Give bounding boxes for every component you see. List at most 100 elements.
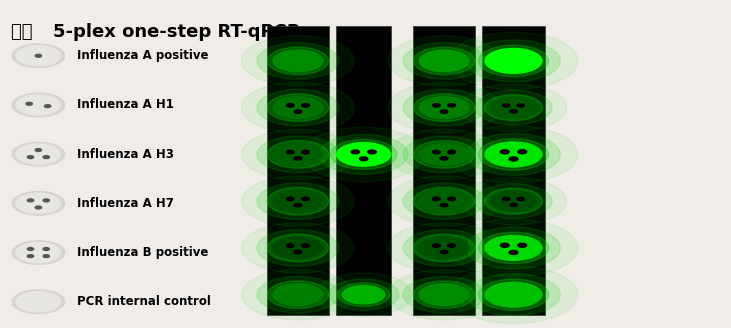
Circle shape [467,274,561,316]
Circle shape [257,43,338,79]
Circle shape [268,234,328,262]
Circle shape [413,187,475,215]
Circle shape [484,281,542,308]
Circle shape [484,141,542,168]
Circle shape [302,104,309,107]
Circle shape [500,243,509,247]
Circle shape [418,50,469,72]
Circle shape [467,40,561,82]
Circle shape [509,251,518,255]
Text: Influenza B positive: Influenza B positive [77,246,208,259]
Circle shape [490,97,538,118]
Circle shape [35,54,42,57]
Circle shape [387,129,500,180]
Circle shape [302,150,309,154]
Circle shape [518,150,526,154]
Circle shape [440,250,448,254]
Circle shape [403,183,485,219]
Circle shape [467,227,561,269]
Circle shape [485,95,542,121]
Circle shape [448,197,455,201]
Circle shape [294,250,302,254]
Circle shape [328,279,399,310]
Text: 5-plex one-step RT-qPCR: 5-plex one-step RT-qPCR [53,23,300,41]
Circle shape [484,48,542,74]
Circle shape [241,129,354,180]
Circle shape [16,292,61,312]
Circle shape [403,136,485,173]
Text: PCR internal control: PCR internal control [77,295,211,308]
Circle shape [12,290,64,314]
FancyBboxPatch shape [413,26,475,315]
Circle shape [475,184,552,218]
Circle shape [43,255,50,257]
Circle shape [433,150,440,154]
Circle shape [26,102,32,105]
Circle shape [449,219,578,277]
Circle shape [294,157,302,160]
Circle shape [478,279,548,310]
Circle shape [319,134,408,174]
Circle shape [43,199,50,202]
Circle shape [45,105,50,108]
Circle shape [12,93,64,117]
Circle shape [387,269,500,320]
Circle shape [403,276,485,313]
Circle shape [449,32,578,90]
Circle shape [440,110,448,113]
Circle shape [257,183,338,219]
Circle shape [413,234,475,262]
Circle shape [342,285,386,304]
Circle shape [467,133,561,175]
Circle shape [433,197,440,201]
Circle shape [510,203,517,207]
Circle shape [387,176,500,226]
Circle shape [294,203,302,207]
Circle shape [272,50,323,72]
Circle shape [287,104,294,107]
Circle shape [403,43,485,79]
Circle shape [316,273,412,316]
Circle shape [484,235,542,261]
Circle shape [16,242,61,263]
Circle shape [387,82,500,133]
Circle shape [387,36,500,86]
Circle shape [403,89,485,126]
Circle shape [272,283,323,306]
Circle shape [16,193,61,214]
Circle shape [268,47,328,75]
Circle shape [403,230,485,266]
Text: Influenza A H7: Influenza A H7 [77,197,174,210]
Circle shape [413,141,475,168]
Circle shape [433,244,440,247]
Circle shape [12,142,64,166]
Circle shape [518,243,526,247]
Circle shape [433,104,440,107]
Circle shape [517,197,524,201]
Circle shape [448,104,455,107]
Circle shape [387,223,500,273]
Circle shape [272,143,323,166]
Circle shape [257,230,338,266]
Circle shape [27,255,34,257]
Circle shape [509,157,518,161]
Circle shape [268,94,328,121]
Circle shape [12,192,64,215]
Circle shape [302,197,309,201]
Circle shape [268,281,328,308]
Circle shape [338,283,390,306]
Circle shape [16,144,61,164]
Circle shape [16,46,61,66]
Circle shape [478,139,548,170]
Circle shape [294,110,302,113]
Circle shape [440,203,448,207]
Circle shape [449,126,578,183]
Circle shape [43,156,50,158]
Circle shape [475,90,552,125]
Circle shape [360,157,368,161]
Circle shape [418,283,469,306]
Circle shape [413,94,475,121]
Circle shape [272,236,323,259]
Circle shape [241,269,354,320]
Circle shape [287,197,294,201]
